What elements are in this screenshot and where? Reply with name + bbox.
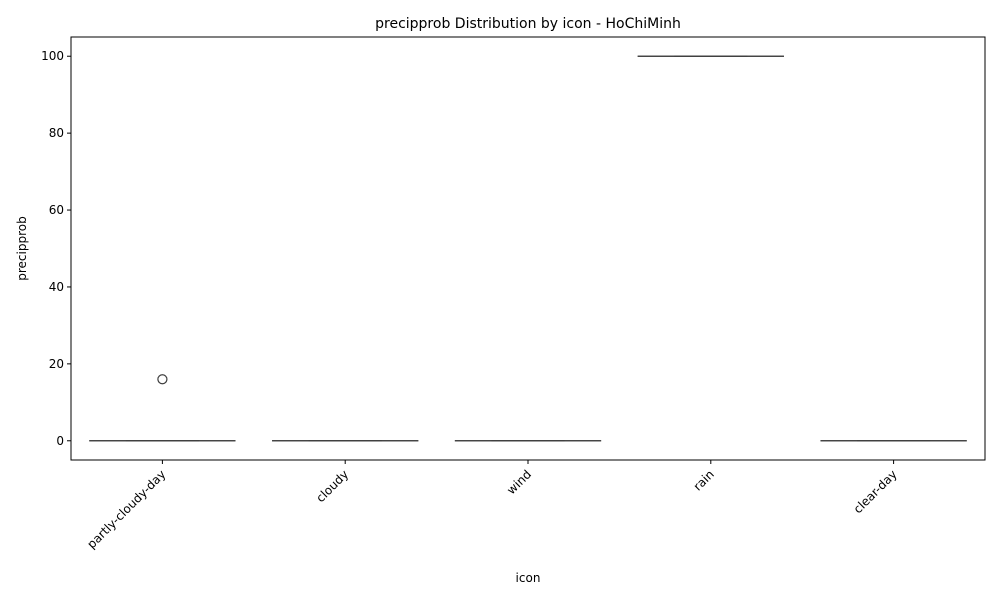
y-tick-label: 80 [49, 126, 64, 140]
x-tick-label: cloudy [313, 467, 351, 505]
chart-title: precipprob Distribution by icon - HoChiM… [375, 16, 681, 32]
y-axis: 0 20 40 60 80 100 [41, 49, 71, 448]
x-tick-label: clear-day [851, 467, 900, 516]
plot-marks [89, 55, 967, 442]
y-tick-label: 100 [41, 49, 64, 63]
y-tick-label: 20 [49, 357, 64, 371]
outlier-point [157, 374, 168, 385]
x-axis-title: icon [516, 571, 541, 585]
y-tick-label: 40 [49, 280, 64, 294]
x-tick-label: wind [504, 467, 534, 497]
y-axis-title: precipprob [15, 216, 29, 280]
x-axis: partly-cloudy-day cloudy wind rain clear-day [84, 460, 900, 551]
y-tick-label: 0 [56, 434, 64, 448]
x-tick-label: partly-cloudy-day [84, 467, 168, 551]
y-tick-label: 60 [49, 203, 64, 217]
x-tick-label: rain [691, 467, 717, 493]
plot-frame [70, 36, 986, 461]
box-partly-cloudy-day [89, 374, 236, 442]
